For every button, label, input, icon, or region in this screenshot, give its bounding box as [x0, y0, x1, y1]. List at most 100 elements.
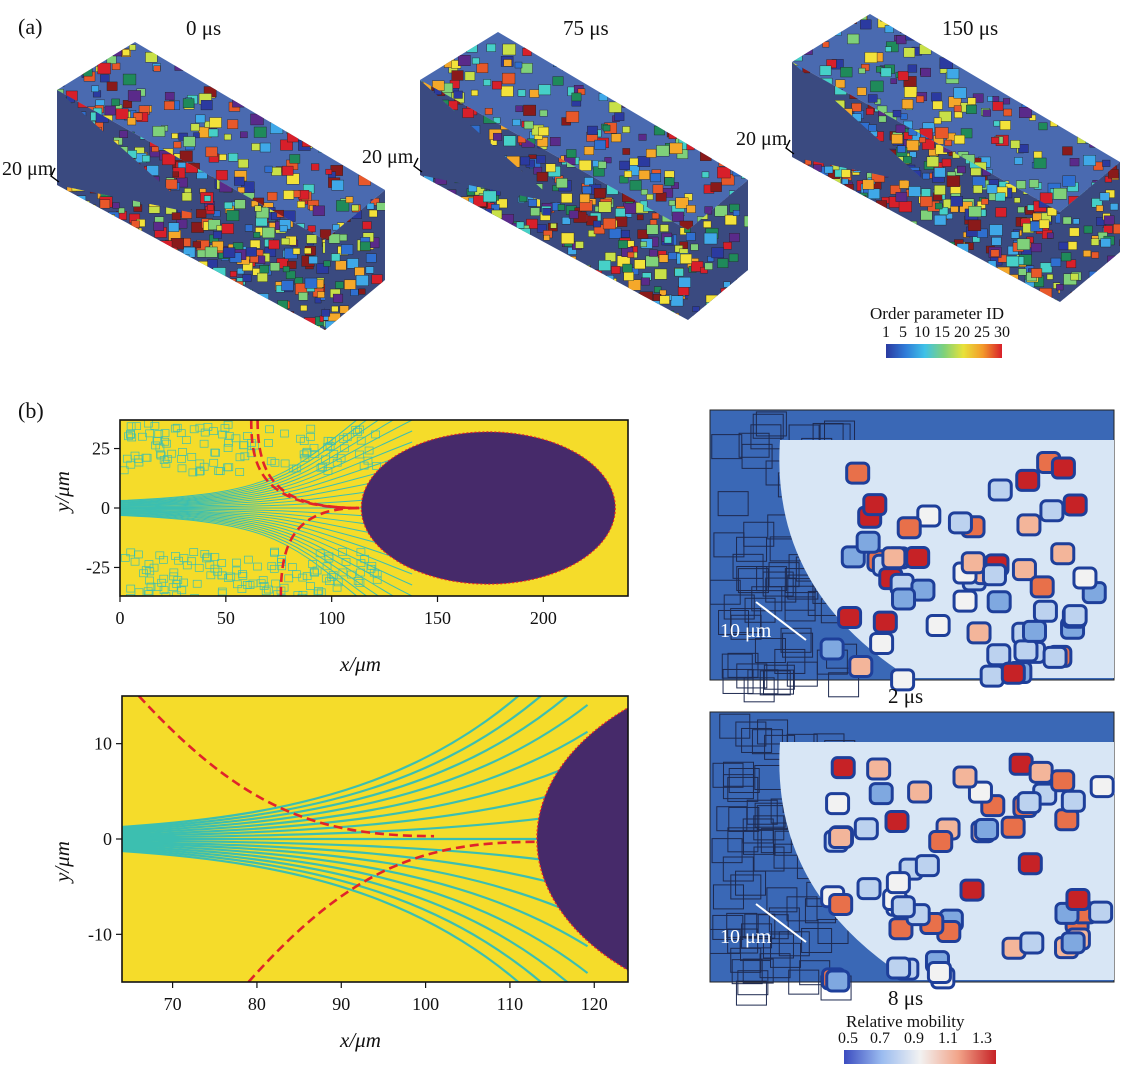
grain: [68, 206, 80, 216]
grain: [808, 230, 819, 240]
grain: [720, 288, 732, 298]
grain: [332, 323, 345, 330]
grain: [1082, 119, 1091, 127]
grain: [643, 60, 655, 70]
grain: [1067, 119, 1079, 130]
grain: [629, 58, 641, 68]
equiaxed-grain: [203, 552, 212, 561]
grain: [515, 232, 527, 242]
grain: [1000, 50, 1009, 57]
grain: [746, 80, 748, 90]
grain: [483, 248, 491, 255]
equiaxed-grain: [245, 581, 255, 589]
grain: [749, 43, 761, 53]
grain: [819, 175, 829, 185]
grain: [88, 288, 96, 295]
grain: [805, 39, 812, 45]
grain: [709, 110, 719, 119]
grain: [531, 293, 542, 302]
equiaxed-grain: [284, 574, 294, 583]
grain: [1024, 36, 1034, 44]
grain: [109, 234, 121, 245]
grain: [570, 54, 582, 64]
equiaxed-grain: [367, 562, 377, 570]
grain: [977, 54, 985, 61]
grain: [711, 111, 721, 120]
grain: [472, 282, 481, 290]
grain: [244, 314, 253, 322]
grain: [873, 244, 885, 254]
grain: [1101, 275, 1107, 280]
grain: [57, 325, 69, 335]
grain: [566, 149, 577, 158]
grain: [126, 322, 133, 328]
grain: [599, 312, 609, 320]
grain: [81, 259, 93, 269]
grain: [646, 224, 659, 235]
equiaxed-grain: [318, 462, 327, 471]
grain: [850, 284, 862, 294]
grain: [722, 125, 731, 133]
grain: [1006, 255, 1020, 267]
grain: [389, 257, 401, 267]
grain: [432, 235, 440, 242]
grain: [500, 314, 509, 320]
grain: [1004, 62, 1012, 63]
grain: [530, 207, 541, 216]
grain: [838, 255, 852, 267]
grain: [713, 87, 722, 95]
grain: [1001, 41, 1008, 47]
grain: [911, 20, 923, 30]
grain: [1060, 70, 1069, 78]
grain: [75, 216, 85, 225]
grain: [971, 260, 982, 270]
grain: [1113, 62, 1120, 71]
grain: [1077, 40, 1087, 49]
grain: [167, 247, 178, 256]
equiaxed-grain: [195, 467, 204, 476]
grain: [700, 266, 708, 274]
grain: [532, 267, 542, 275]
grain: [577, 30, 587, 38]
grain: [992, 96, 1000, 102]
grain: [1046, 274, 1054, 280]
grain: [360, 104, 369, 111]
grain: [1066, 41, 1074, 48]
grain: [471, 89, 479, 96]
grain: [326, 110, 338, 120]
grain: [944, 139, 952, 147]
equiaxed-grain: [190, 594, 199, 596]
equiaxed-grain: [209, 427, 218, 436]
grain: [992, 101, 1004, 111]
grain: [358, 113, 368, 122]
grain: [622, 148, 631, 155]
grain: [711, 43, 721, 52]
grain: [844, 273, 855, 283]
grain: [252, 63, 263, 73]
grain: [1083, 110, 1090, 116]
grain: [267, 44, 278, 54]
grain: [115, 231, 122, 237]
equiaxed-grain: [372, 570, 382, 579]
grain: [80, 42, 91, 50]
grain: [306, 47, 315, 55]
grain: [903, 132, 913, 140]
grain: [534, 262, 542, 268]
grain: [614, 312, 623, 320]
grain: [282, 266, 290, 273]
equiaxed-grain: [336, 454, 346, 463]
grain: [205, 273, 217, 284]
grain: [307, 325, 321, 330]
grain: [1119, 138, 1120, 150]
grain: [914, 260, 922, 267]
grain: [72, 211, 81, 219]
grain: [686, 143, 695, 151]
grain: [640, 277, 650, 286]
grain: [250, 99, 263, 110]
grain: [420, 185, 433, 197]
grain: [811, 263, 825, 275]
grain: [701, 141, 713, 152]
equiaxed-grain: [161, 592, 171, 596]
grain: [329, 78, 340, 87]
grain: [182, 98, 195, 109]
